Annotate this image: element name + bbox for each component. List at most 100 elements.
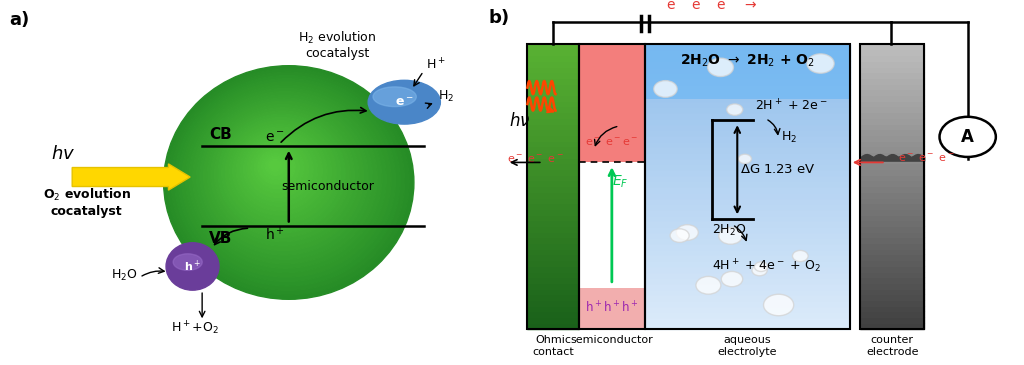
Bar xyxy=(645,243,850,249)
Bar xyxy=(645,300,850,306)
Text: a): a) xyxy=(9,11,30,29)
Ellipse shape xyxy=(225,120,336,224)
Bar xyxy=(645,129,850,135)
Bar xyxy=(527,237,579,243)
Text: e$^-$ e$^-$ e$^-$: e$^-$ e$^-$ e$^-$ xyxy=(898,153,955,164)
Bar xyxy=(579,44,645,328)
Bar xyxy=(527,112,579,118)
Circle shape xyxy=(727,104,742,115)
Text: H$_2$: H$_2$ xyxy=(780,130,797,145)
Bar xyxy=(527,300,579,306)
Bar xyxy=(527,135,579,141)
Ellipse shape xyxy=(167,69,410,295)
Bar xyxy=(645,112,850,118)
Bar xyxy=(579,44,645,328)
Bar xyxy=(860,44,925,328)
Bar xyxy=(527,289,579,294)
Bar xyxy=(527,61,579,66)
Ellipse shape xyxy=(173,254,203,270)
Bar xyxy=(645,272,850,277)
Bar xyxy=(645,209,850,215)
Bar xyxy=(860,306,925,311)
Ellipse shape xyxy=(237,130,323,211)
Bar xyxy=(860,66,925,72)
Bar xyxy=(645,135,850,141)
Bar xyxy=(860,118,925,123)
Bar xyxy=(860,254,925,260)
Ellipse shape xyxy=(265,156,286,176)
Circle shape xyxy=(696,276,721,294)
Bar xyxy=(645,289,850,294)
Ellipse shape xyxy=(229,124,332,220)
Bar xyxy=(645,249,850,254)
Bar xyxy=(527,306,579,311)
Bar xyxy=(645,158,850,164)
Text: cocatalyst: cocatalyst xyxy=(51,205,123,218)
Bar xyxy=(527,209,579,215)
Bar xyxy=(527,89,579,95)
Ellipse shape xyxy=(207,104,359,246)
Bar xyxy=(645,72,850,78)
Bar xyxy=(527,95,579,101)
Bar xyxy=(860,146,925,152)
Bar xyxy=(527,175,579,180)
Ellipse shape xyxy=(204,101,364,251)
Bar xyxy=(860,289,925,294)
Bar xyxy=(860,300,925,306)
Text: A: A xyxy=(962,128,974,146)
Bar xyxy=(860,107,925,112)
Bar xyxy=(860,135,925,141)
Bar xyxy=(527,129,579,135)
Bar xyxy=(860,89,925,95)
Bar xyxy=(860,152,925,158)
Bar xyxy=(860,215,925,220)
Bar xyxy=(527,283,579,289)
Bar xyxy=(860,61,925,66)
Bar xyxy=(527,203,579,209)
Bar xyxy=(527,294,579,300)
Text: e$^-$ e$^-$ e$^-$ $\rightarrow$: e$^-$ e$^-$ e$^-$ $\rightarrow$ xyxy=(666,0,758,13)
Bar xyxy=(645,118,850,123)
Circle shape xyxy=(764,294,794,316)
Text: $\Delta$G 1.23 eV: $\Delta$G 1.23 eV xyxy=(739,163,815,176)
Bar xyxy=(645,180,850,186)
Text: e$^-$ e$^-$ e$^-$: e$^-$ e$^-$ e$^-$ xyxy=(507,154,563,165)
Bar xyxy=(527,169,579,175)
Bar xyxy=(860,243,925,249)
Ellipse shape xyxy=(185,85,386,273)
Bar xyxy=(645,44,850,99)
Bar xyxy=(645,89,850,95)
Bar xyxy=(860,272,925,277)
Bar xyxy=(527,50,579,55)
Bar xyxy=(645,294,850,300)
Bar xyxy=(645,78,850,84)
Text: counter
electrode: counter electrode xyxy=(866,335,919,357)
Bar xyxy=(645,306,850,311)
Bar xyxy=(527,249,579,254)
Ellipse shape xyxy=(218,114,345,233)
Bar xyxy=(860,101,925,107)
Bar xyxy=(645,107,850,112)
Bar xyxy=(860,220,925,226)
Text: b): b) xyxy=(489,9,510,27)
Bar xyxy=(645,277,850,283)
Circle shape xyxy=(721,272,742,287)
Bar xyxy=(860,164,925,169)
FancyArrow shape xyxy=(72,164,190,190)
Ellipse shape xyxy=(164,66,414,299)
Ellipse shape xyxy=(369,80,440,124)
Ellipse shape xyxy=(258,150,295,184)
Bar xyxy=(527,107,579,112)
Ellipse shape xyxy=(244,137,313,202)
Bar xyxy=(645,283,850,289)
Text: CB: CB xyxy=(209,127,232,142)
Circle shape xyxy=(755,262,768,272)
Bar xyxy=(860,317,925,323)
Bar xyxy=(860,50,925,55)
Bar xyxy=(527,152,579,158)
Text: h$^+$: h$^+$ xyxy=(184,259,201,274)
Ellipse shape xyxy=(221,118,341,228)
Bar xyxy=(645,260,850,266)
Bar xyxy=(860,294,925,300)
Text: H$^+$+O$_2$: H$^+$+O$_2$ xyxy=(171,319,218,337)
